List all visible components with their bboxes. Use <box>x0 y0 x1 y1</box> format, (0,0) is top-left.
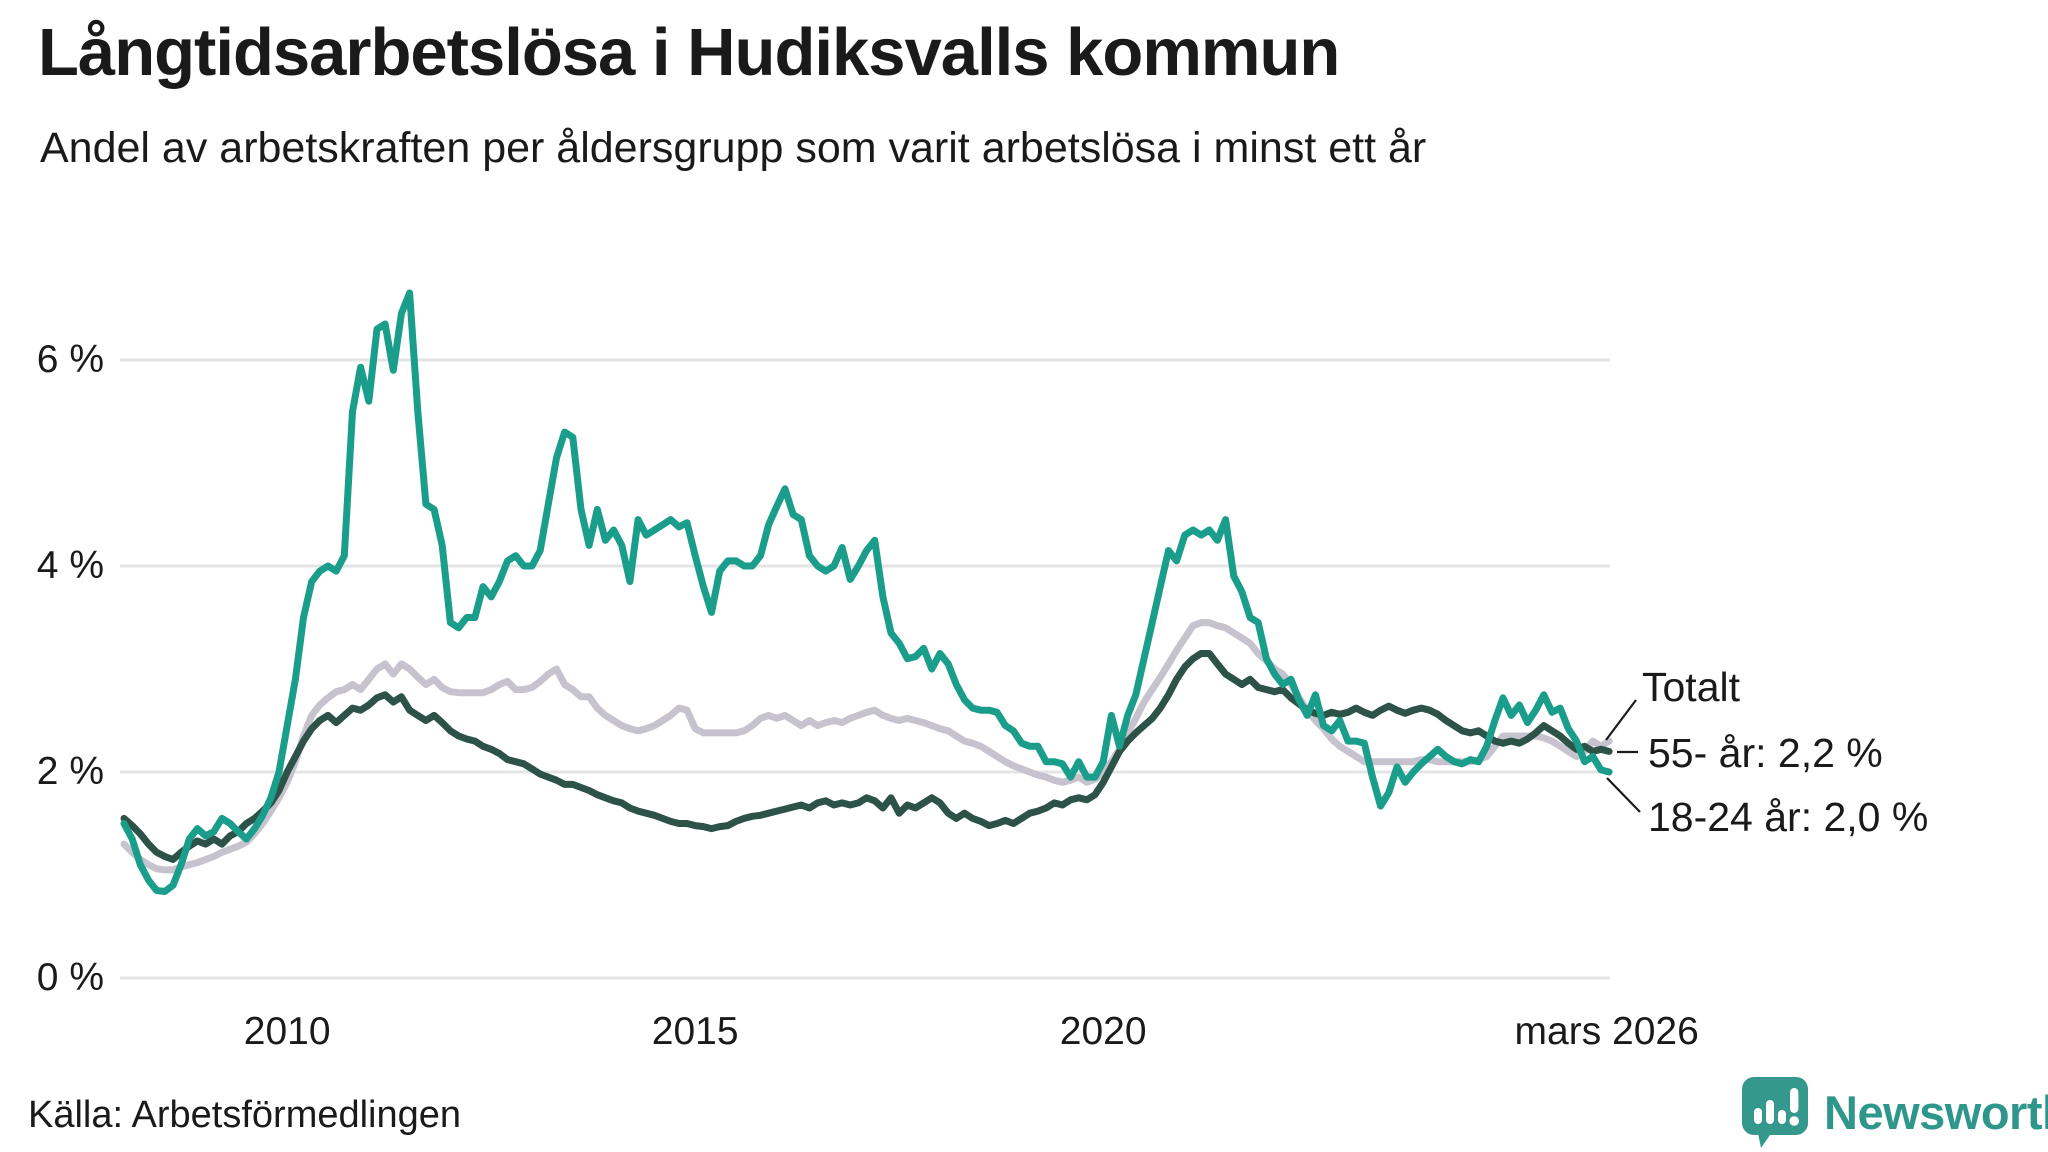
series-lines <box>120 289 1613 895</box>
series-line-Totalt <box>120 619 1613 874</box>
annotation-label-18-24-ar: 18-24 år: 2,0 % <box>1648 794 1929 840</box>
connector-totalt <box>1605 699 1637 741</box>
chart-subtitle: Andel av arbetskraften per åldersgrupp s… <box>40 124 1427 172</box>
newsworthy-logo-icon <box>1742 1077 1808 1148</box>
series-line-55-r <box>120 650 1613 863</box>
annotation-connector-lines <box>1605 699 1641 813</box>
gridlines <box>120 358 1610 980</box>
series-line-18-24r <box>120 289 1613 895</box>
x-tick-label: 2020 <box>1059 1010 1147 1053</box>
connector-1824 <box>1606 777 1641 813</box>
x-tick-label: 2010 <box>243 1010 331 1053</box>
newsworthy-brand-link[interactable]: Newsworthy <box>1740 1076 2048 1148</box>
x-tick-label: mars 2026 <box>1514 1010 1699 1053</box>
annotation-label-totalt: Totalt <box>1642 664 1740 710</box>
y-tick-label: 0 % <box>36 956 104 999</box>
source-note: Källa: Arbetsförmedlingen <box>28 1094 462 1136</box>
x-tick-label: 2015 <box>651 1010 739 1053</box>
y-tick-label: 4 % <box>36 544 104 587</box>
annotation-label-55-ar: 55- år: 2,2 % <box>1648 730 1883 776</box>
y-tick-label: 6 % <box>36 338 104 381</box>
chart-title: Långtidsarbetslösa i Hudiksvalls kommun <box>38 15 1340 90</box>
y-tick-label: 2 % <box>36 750 104 793</box>
newsworthy-brand-text: Newsworthy <box>1824 1085 2048 1139</box>
